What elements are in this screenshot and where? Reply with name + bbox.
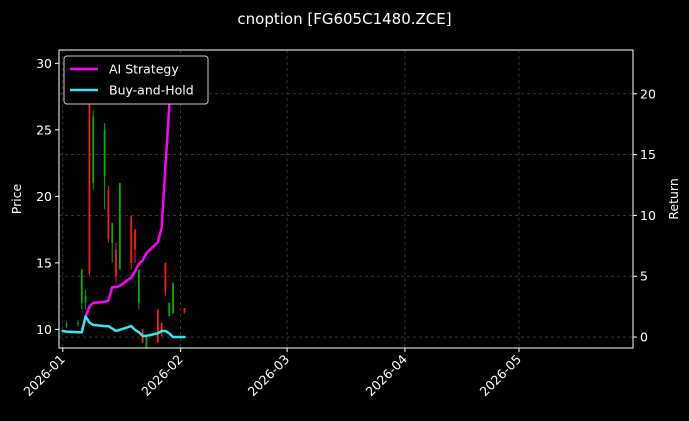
- candle: [92, 109, 95, 190]
- candle: [145, 336, 148, 348]
- legend-box: [63, 55, 209, 105]
- buy-and-hold-line: [61, 315, 186, 339]
- y-axis-left-label: Price: [9, 183, 24, 214]
- candle: [118, 183, 121, 270]
- candle-body: [172, 282, 174, 314]
- candle: [80, 269, 83, 310]
- candle: [115, 242, 117, 283]
- candle: [130, 216, 133, 270]
- y-right-tick-label-1: 5: [640, 269, 648, 284]
- candle-body: [134, 229, 136, 250]
- candle: [65, 321, 68, 329]
- candle-body: [130, 216, 133, 263]
- candle: [183, 308, 186, 314]
- candle-body: [92, 116, 95, 184]
- candle: [137, 269, 140, 310]
- candle-body: [156, 309, 159, 343]
- candle-body: [115, 249, 117, 277]
- return-lines: [61, 62, 186, 339]
- candle: [103, 123, 106, 210]
- candle-body: [80, 269, 83, 303]
- candle: [84, 289, 87, 310]
- candle: [168, 302, 171, 317]
- y-left-tick-label-2: 20: [36, 189, 52, 204]
- y-right-tick-label-4: 20: [640, 86, 656, 101]
- candle-body: [145, 336, 148, 348]
- candle-body: [88, 83, 91, 274]
- candle-body: [107, 189, 110, 239]
- candle: [160, 322, 163, 337]
- candle-body: [111, 222, 114, 243]
- y-right-tick-label-3: 15: [640, 147, 656, 162]
- y-left-tick-label-0: 10: [36, 322, 52, 337]
- candle: [134, 229, 136, 263]
- candle-body: [137, 269, 140, 303]
- y-left-tick-label-4: 30: [36, 56, 52, 71]
- candle: [77, 320, 79, 327]
- candle-body: [160, 322, 163, 334]
- candle-body: [118, 183, 121, 270]
- legend: AI Strategy Buy-and-Hold: [63, 55, 209, 105]
- candle: [111, 222, 114, 263]
- legend-label-buy-and-hold: Buy-and-Hold: [109, 83, 194, 98]
- candlesticks: [65, 69, 186, 348]
- candle-body: [77, 322, 79, 325]
- y-left-tick-label-3: 25: [36, 122, 52, 137]
- candle: [172, 282, 174, 314]
- candle-body: [168, 302, 171, 317]
- candle: [107, 185, 110, 243]
- y-left-tick-label-1: 15: [36, 255, 52, 270]
- candle-body: [84, 296, 87, 303]
- candle-body: [65, 324, 68, 326]
- candle: [156, 309, 159, 343]
- chart-title: cnoption [FG605C1480.ZCE]: [237, 10, 451, 28]
- candle: [164, 262, 167, 297]
- y-right-tick-label-0: 0: [640, 330, 648, 345]
- y-right-tick-label-2: 10: [640, 208, 656, 223]
- candle-body: [183, 308, 186, 313]
- legend-label-ai-strategy: AI Strategy: [109, 62, 179, 77]
- candle-body: [103, 129, 106, 177]
- plot-frame: [58, 49, 634, 349]
- y-axis-right-label: Return: [666, 178, 681, 219]
- candle-body: [164, 262, 167, 293]
